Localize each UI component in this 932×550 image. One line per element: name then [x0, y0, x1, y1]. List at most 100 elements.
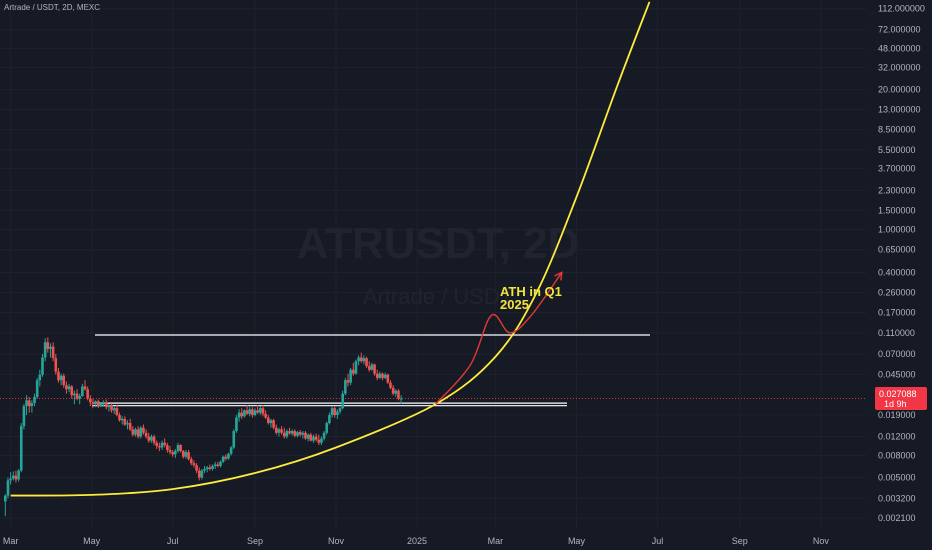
candle: [89, 395, 92, 407]
candle: [75, 389, 79, 401]
candle: [285, 429, 289, 439]
candle: [320, 436, 323, 446]
x-tick-label: May: [568, 536, 586, 546]
candle: [41, 354, 44, 377]
candle-body: [102, 402, 105, 404]
candle-body: [338, 408, 342, 412]
candle: [155, 440, 159, 449]
candle: [22, 404, 26, 430]
candle: [62, 373, 66, 388]
candle: [166, 442, 169, 453]
candle-body: [110, 405, 113, 411]
candle: [341, 390, 344, 410]
candle: [187, 450, 190, 461]
candle-body: [4, 495, 7, 502]
candle-body: [290, 431, 294, 434]
candle-body: [280, 429, 283, 433]
candle-body: [274, 427, 278, 433]
candle: [325, 421, 329, 435]
candle-body: [86, 389, 89, 399]
candle: [344, 377, 347, 396]
candle: [14, 470, 18, 483]
candle: [181, 450, 185, 459]
candle-body: [322, 432, 326, 439]
candle-body: [147, 436, 151, 441]
candle-body: [205, 467, 209, 469]
candle: [70, 385, 74, 399]
candle-body: [120, 418, 124, 421]
candle: [43, 338, 47, 362]
candle-body: [62, 375, 66, 386]
candle: [134, 427, 137, 437]
time-axis[interactable]: [0, 528, 866, 550]
candle: [243, 409, 246, 418]
y-tick-label: 13.000000: [878, 105, 921, 115]
candle-body: [115, 408, 119, 416]
candle-body: [166, 445, 169, 451]
horizontal-levels: [0, 334, 866, 407]
candle-body: [131, 429, 135, 435]
candle-body: [330, 408, 334, 416]
candle: [267, 415, 270, 425]
candle: [73, 390, 76, 405]
candle-body: [221, 456, 225, 462]
candle-body: [195, 465, 198, 471]
candle-body: [367, 366, 371, 370]
candle: [160, 440, 164, 451]
price-axis[interactable]: [866, 0, 932, 550]
candle: [298, 430, 302, 437]
candle: [213, 461, 217, 469]
candle-body: [96, 401, 100, 407]
candle: [219, 460, 222, 468]
y-tick-label: 3.700000: [878, 163, 916, 173]
candle-body: [187, 452, 190, 460]
candle: [179, 444, 182, 453]
candle-body: [391, 387, 395, 394]
candle: [17, 468, 20, 482]
candle: [367, 361, 371, 372]
candle: [131, 426, 135, 437]
candle: [54, 354, 58, 375]
candle: [158, 442, 161, 452]
candle-body: [104, 402, 108, 408]
candle-body: [309, 434, 313, 441]
candle: [150, 434, 153, 443]
projection-arrow: [435, 272, 563, 405]
candle: [163, 438, 166, 448]
candle-body: [333, 408, 337, 416]
candle: [251, 407, 254, 418]
candle-body: [314, 436, 318, 440]
candle-body: [144, 432, 148, 437]
candle-body: [35, 380, 39, 397]
candle: [391, 385, 395, 396]
arrow-layer: [435, 271, 563, 405]
candle: [256, 405, 259, 414]
candle-body: [341, 393, 344, 409]
candle-body: [272, 420, 275, 428]
candle-body: [394, 390, 398, 394]
candle-body: [253, 410, 257, 416]
candle: [189, 456, 193, 466]
candle-body: [219, 461, 222, 466]
annotation-line1: ATH in Q1: [500, 284, 562, 299]
candle: [389, 380, 392, 390]
candle: [328, 412, 331, 425]
candle: [280, 426, 283, 435]
x-tick-label: Jul: [652, 536, 664, 546]
candle-body: [352, 369, 355, 374]
annotation-line2: 2025: [500, 297, 529, 312]
candle: [290, 429, 294, 436]
candle: [168, 446, 172, 455]
candle: [296, 431, 299, 438]
candle: [378, 371, 382, 380]
candle: [96, 399, 100, 409]
candle: [330, 406, 334, 418]
price-tag-value: 0.027088: [879, 389, 917, 399]
candle: [277, 427, 281, 437]
candle: [317, 434, 321, 446]
candle: [399, 395, 403, 405]
candle: [59, 373, 63, 386]
candle-body: [269, 420, 273, 424]
